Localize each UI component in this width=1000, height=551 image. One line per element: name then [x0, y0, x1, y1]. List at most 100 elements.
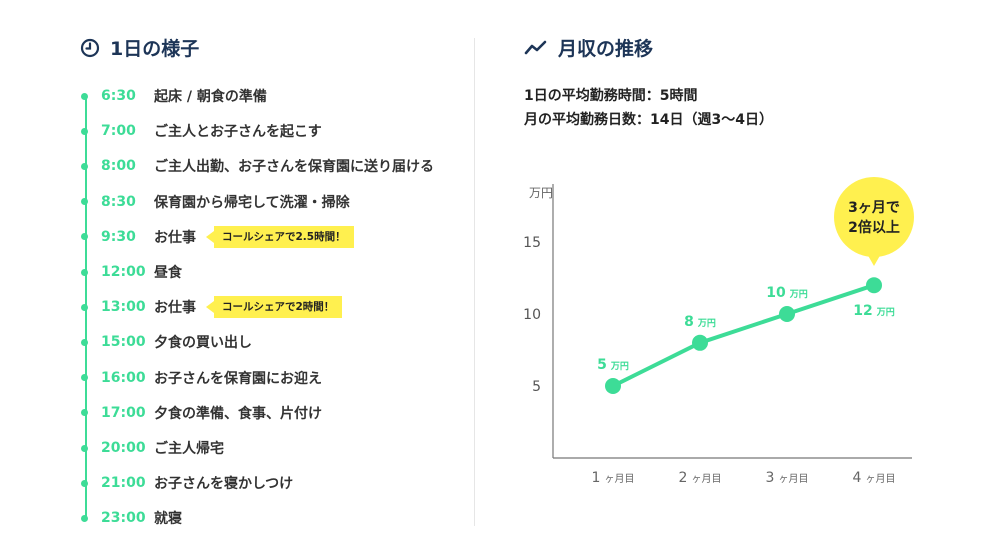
timeline-item: 6:30 起床 / 朝食の準備	[79, 84, 267, 108]
data-label: 5 万円	[597, 357, 629, 373]
timeline-dot	[81, 127, 88, 135]
timeline-item: 8:00 ご主人出勤、お子さんを保育園に送り届ける	[79, 154, 434, 178]
section-divider	[474, 38, 475, 526]
timeline-dot	[81, 444, 88, 452]
timeline-time: 20:00	[101, 440, 146, 456]
data-value: 5	[597, 357, 607, 373]
callout-bubble	[834, 177, 914, 257]
timeline-dot	[81, 514, 88, 522]
data-unit: 万円	[697, 318, 716, 329]
timeline-time: 8:00	[101, 158, 136, 175]
schedule-title-text: 1日の様子	[110, 38, 200, 60]
callout-pointer	[866, 252, 882, 266]
timeline-activity: お仕事	[154, 229, 196, 246]
timeline-time: 7:00	[101, 123, 136, 140]
timeline-activity: お子さんを保育園にお迎え	[154, 370, 322, 387]
x-tick-suffix: ヶ月目	[691, 473, 721, 485]
timeline-item: 23:00 就寝	[79, 506, 182, 530]
timeline-item: 16:00 お子さんを保育園にお迎え	[79, 366, 322, 390]
timeline-dot	[81, 92, 88, 100]
timeline-time: 8:30	[101, 193, 136, 210]
y-tick-label: 10	[523, 307, 541, 323]
timeline-dot	[81, 338, 88, 346]
income-section-title: 月収の推移	[524, 34, 653, 61]
data-unit: 万円	[610, 361, 629, 372]
data-label: 10 万円	[766, 285, 808, 301]
timeline-item: 7:00 ご主人とお子さんを起こす	[79, 119, 322, 143]
timeline-dot	[81, 303, 88, 311]
timeline-activity: お子さんを寝かしつけ	[154, 476, 294, 493]
timeline-activity: ご主人とお子さんを起こす	[154, 124, 322, 141]
timeline-time: 23:00	[101, 510, 146, 527]
data-point	[779, 306, 795, 322]
timeline-activity: お仕事	[154, 300, 196, 317]
data-value: 12	[853, 303, 872, 319]
data-value: 10	[766, 285, 786, 301]
timeline-activity: 夕食の買い出し	[154, 335, 252, 352]
schedule-section-title: 1日の様子	[80, 34, 199, 61]
x-tick-number: 3	[766, 470, 775, 486]
x-tick-label: 2 ヶ月目	[679, 470, 722, 486]
timeline-time: 15:00	[101, 334, 146, 351]
clock-icon	[80, 38, 100, 58]
timeline-activity: 昼食	[154, 265, 182, 281]
data-label: 8 万円	[684, 314, 716, 330]
x-tick-suffix: ヶ月目	[604, 473, 634, 485]
work-stats: 1日の平均勤務時間：5時間 月の平均勤務日数：14日（週3〜4日）	[524, 84, 773, 132]
callout-line1: 3ヶ月で	[848, 200, 900, 216]
work-hours-note: コールシェアで2.5時間！	[206, 225, 354, 248]
timeline-time: 16:00	[101, 369, 146, 386]
timeline-time: 13:00	[101, 299, 146, 316]
data-label: 12 万円	[853, 303, 895, 319]
x-tick-label: 1 ヶ月目	[592, 470, 635, 486]
timeline-item: 15:00 夕食の買い出し	[79, 330, 252, 354]
timeline-dot	[81, 198, 88, 206]
timeline-dot	[81, 479, 88, 487]
y-tick-label: 5	[532, 379, 541, 395]
data-point	[692, 334, 708, 351]
timeline-item: 9:30 お仕事 コールシェアで2.5時間！	[79, 225, 354, 249]
timeline-item: 12:00 昼食	[79, 260, 182, 284]
timeline-activity: 就寝	[154, 511, 182, 528]
data-unit: 万円	[876, 307, 895, 318]
data-unit: 万円	[789, 289, 808, 300]
data-value: 8	[684, 314, 694, 330]
timeline-time: 17:00	[101, 404, 146, 421]
x-tick-number: 2	[679, 470, 688, 486]
timeline-dot	[81, 162, 88, 170]
timeline-time: 21:00	[101, 475, 146, 492]
timeline-activity: 保育園から帰宅して洗濯・掃除	[154, 194, 350, 211]
x-tick-number: 4	[853, 470, 862, 486]
x-tick-number: 1	[592, 470, 601, 486]
timeline-item: 13:00 お仕事 コールシェアで2時間！	[79, 295, 343, 319]
x-tick-suffix: ヶ月目	[865, 473, 895, 485]
timeline-dot	[81, 268, 88, 276]
series-line	[612, 283, 875, 388]
timeline-activity: ご主人出勤、お子さんを保育園に送り届ける	[154, 159, 434, 176]
timeline-item: 8:30 保育園から帰宅して洗濯・掃除	[79, 190, 350, 214]
timeline-item: 20:00 ご主人帰宅	[79, 436, 224, 460]
timeline-item: 21:00 お子さんを寝かしつけ	[79, 471, 293, 495]
timeline-activity: 起床 / 朝食の準備	[154, 89, 267, 105]
timeline-dot	[81, 233, 88, 241]
timeline-activity: ご主人帰宅	[154, 441, 224, 457]
trend-line-icon	[524, 39, 548, 57]
timeline-activity: 夕食の準備、食事、片付け	[154, 405, 322, 422]
timeline-item: 17:00 夕食の準備、食事、片付け	[79, 401, 322, 425]
data-point	[605, 378, 621, 394]
data-point	[866, 277, 882, 294]
y-axis-label: 万円	[529, 186, 553, 200]
y-tick-label: 15	[523, 235, 541, 251]
daily-timeline: 6:30 起床 / 朝食の準備 7:00 ご主人とお子さんを起こす 8:00 ご主人出勤、…	[0, 0, 470, 551]
x-tick-suffix: ヶ月目	[778, 473, 808, 485]
timeline-time: 6:30	[101, 88, 136, 104]
timeline-time: 9:30	[101, 228, 136, 245]
x-tick-label: 3 ヶ月目	[766, 470, 809, 486]
x-tick-label: 4 ヶ月目	[853, 470, 896, 486]
callout-line2: 2倍以上	[848, 219, 900, 236]
timeline-dot	[81, 409, 88, 417]
timeline-time: 12:00	[101, 264, 146, 280]
work-hours-note: コールシェアで2時間！	[205, 296, 343, 319]
avg-monthly-days: 月の平均勤務日数：14日（週3〜4日）	[524, 112, 773, 128]
